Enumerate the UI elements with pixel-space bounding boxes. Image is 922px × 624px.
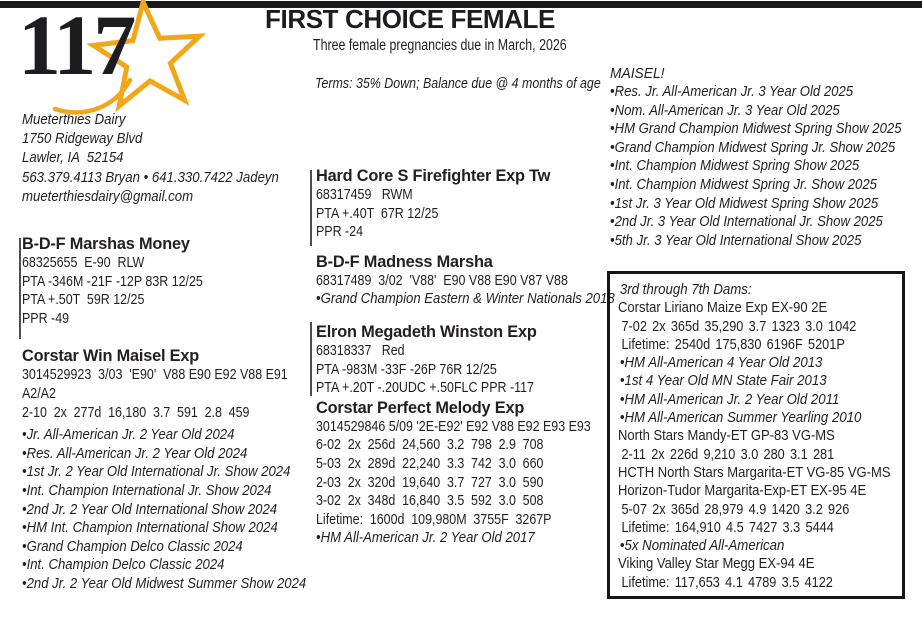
record-line: 5-03 2x 289d 22,240 3.3 742 3.0 660 [316, 454, 544, 472]
award-item: •1st Jr. 2 Year Old International Jr. Sh… [22, 464, 291, 481]
award-item: •2nd Jr. 3 Year Old International Jr. Sh… [610, 214, 883, 231]
pta-line: PTA +.40T 67R 12/25 [316, 204, 439, 222]
award-item: •Int. Champion International Jr. Show 20… [22, 482, 272, 499]
id-line: 68325655 E-90 RLW [22, 254, 145, 271]
animal-name: Hard Core S Firefighter Exp Tw [316, 166, 551, 185]
star-icon [52, 0, 207, 115]
award-item: •Res. All-American Jr. 2 Year Old 2024 [22, 445, 248, 462]
award-item: •5x Nominated All-American [619, 538, 785, 555]
pedigree-rule [310, 170, 312, 246]
ppr-line: PPR -24 [316, 223, 364, 241]
animal-name: North Stars Mandy-ET GP-83 VG-MS [618, 428, 835, 445]
pedigree-rule [310, 322, 312, 396]
maisel-heading: MAISEL! [610, 65, 665, 82]
id-line: 3014529923 3/03 'E90' V88 E90 E92 V88 E9… [22, 366, 288, 384]
pta-line: PTA -983M -33F -26P 76R 12/25 [316, 360, 497, 378]
dams-box: 3rd through 7th Dams: Corstar Liriano Ma… [607, 271, 905, 599]
pta-line: PTA -346M -21F -12P 83R 12/25 [22, 272, 203, 290]
award-item: •Grand Champion Delco Classic 2024 [22, 538, 243, 555]
consignor-address-2: Lawler, IA 52154 [22, 149, 124, 167]
pta-line: PTA +.50T 59R 12/25 [22, 291, 145, 309]
id-line: 3014529846 5/09 '2E-E92' E92 V88 E92 E93… [316, 417, 591, 435]
id-line: 68317459 RWM [316, 186, 413, 203]
lifetime-line: Lifetime: 2540d 175,830 6196F 5201P [621, 336, 845, 353]
award-item: •Int. Champion Midwest Spring Show 2025 [610, 158, 860, 175]
pta-line: PTA +.20T -.20UDC +.50FLC PPR -117 [316, 379, 534, 397]
animal-name: HCTH North Stars Margarita-ET VG-85 VG-M… [618, 464, 891, 481]
animal-name: Viking Valley Star Megg EX-94 4E [618, 556, 815, 573]
page-subtitle: Three female pregnancies due in March, 2… [313, 37, 567, 54]
award-item: •Jr. All-American Jr. 2 Year Old 2024 [22, 427, 235, 444]
award-item: •HM All-American Jr. 2 Year Old 2011 [619, 391, 840, 408]
award-item: •Res. Jr. All-American Jr. 3 Year Old 20… [610, 84, 854, 100]
top-rule [0, 1, 922, 8]
animal-name: B-D-F Madness Marsha [316, 251, 493, 271]
award-item: •Int. Champion Delco Classic 2024 [22, 557, 225, 574]
ppr-line: PPR -49 [22, 309, 70, 327]
dams-box-heading: 3rd through 7th Dams: [619, 282, 752, 298]
animal-name: Elron Megadeth Winston Exp [316, 321, 537, 341]
award-item: •Nom. All-American Jr. 3 Year Old 2025 [610, 102, 840, 119]
award-item: •5th Jr. 3 Year Old International Show 2… [610, 232, 862, 249]
animal-name: Horizon-Tudor Margarita-Exp-ET EX-95 4E [618, 483, 867, 500]
award-item: •HM All-American Jr. 2 Year Old 2017 [316, 530, 535, 547]
animal-name: Corstar Perfect Melody Exp [316, 397, 525, 417]
record-line: 2-10 2x 277d 16,180 3.7 591 2.8 459 [22, 403, 250, 421]
record-line: 3-02 2x 348d 16,840 3.5 592 3.0 508 [316, 492, 544, 510]
record-line: 2-03 2x 320d 19,640 3.7 727 3.0 590 [316, 473, 544, 491]
award-item: •HM All-American 4 Year Old 2013 [619, 355, 823, 372]
animal-name: Corstar Win Maisel Exp [22, 346, 200, 366]
award-item: •Int. Champion Midwest Spring Jr. Show 2… [610, 176, 877, 193]
record-line: 6-02 2x 256d 24,560 3.2 798 2.9 708 [316, 436, 544, 454]
record-line: 7-02 2x 365d 35,290 3.7 1323 3.0 1042 [621, 318, 857, 335]
consignor-address-1: 1750 Ridgeway Blvd [22, 130, 143, 148]
award-item: •1st Jr. 3 Year Old Midwest Spring Show … [610, 195, 879, 212]
record-line: 2-11 2x 226d 9,210 3.0 280 3.1 281 [621, 446, 835, 463]
lot-number: 117 [18, 0, 136, 93]
consignor-email: mueterthiesdairy@gmail.com [22, 187, 194, 205]
award-item: •HM Grand Champion Midwest Spring Show 2… [610, 121, 902, 138]
lifetime-line: Lifetime: 1600d 109,980M 3755F 3267P [316, 510, 552, 528]
column-left: B-D-F Marshas Money 68325655 E-90 RLW PT… [22, 234, 314, 594]
award-item: •2nd Jr. 2 Year Old International Show 2… [22, 501, 278, 518]
terms-line: Terms: 35% Down; Balance due @ 4 months … [315, 76, 601, 92]
id-line: 68317489 3/02 'V88' E90 V88 E90 V87 V88 [316, 271, 568, 289]
award-item: •HM Int. Champion International Show 202… [22, 520, 278, 537]
animal-name: B-D-F Marshas Money [22, 234, 190, 253]
award-item: •1st 4 Year Old MN State Fair 2013 [619, 373, 827, 390]
award-item: •Grand Champion Eastern & Winter Nationa… [316, 291, 615, 308]
pedigree-rule [19, 238, 21, 339]
maisel-awards-block: MAISEL! •Res. Jr. All-American Jr. 3 Yea… [610, 64, 910, 250]
award-item: •HM All-American Summer Yearling 2010 [619, 410, 862, 427]
award-item: •2nd Jr. 2 Year Old Midwest Summer Show … [22, 575, 307, 592]
column-middle: Hard Core S Firefighter Exp Tw 68317459 … [316, 166, 615, 548]
animal-name: Corstar Liriano Maize Exp EX-90 2E [618, 300, 828, 317]
consignor-name: Mueterthies Dairy [22, 111, 126, 128]
id-line: 68318337 Red [316, 341, 405, 359]
lifetime-line: Lifetime: 117,653 4.1 4789 3.5 4122 [621, 574, 833, 591]
lifetime-line: Lifetime: 164,910 4.5 7427 3.3 5444 [621, 519, 834, 536]
award-item: •Grand Champion Midwest Spring Jr. Show … [610, 139, 896, 156]
consignor-block: Mueterthies Dairy 1750 Ridgeway Blvd Law… [22, 110, 314, 206]
id-line: A2/A2 [22, 384, 56, 402]
record-line: 5-07 2x 365d 28,979 4.9 1420 3.2 926 [621, 501, 850, 518]
consignor-phones: 563.379.4113 Bryan • 641.330.7422 Jadeyn [22, 168, 279, 186]
page-title: FIRST CHOICE FEMALE [265, 4, 555, 34]
